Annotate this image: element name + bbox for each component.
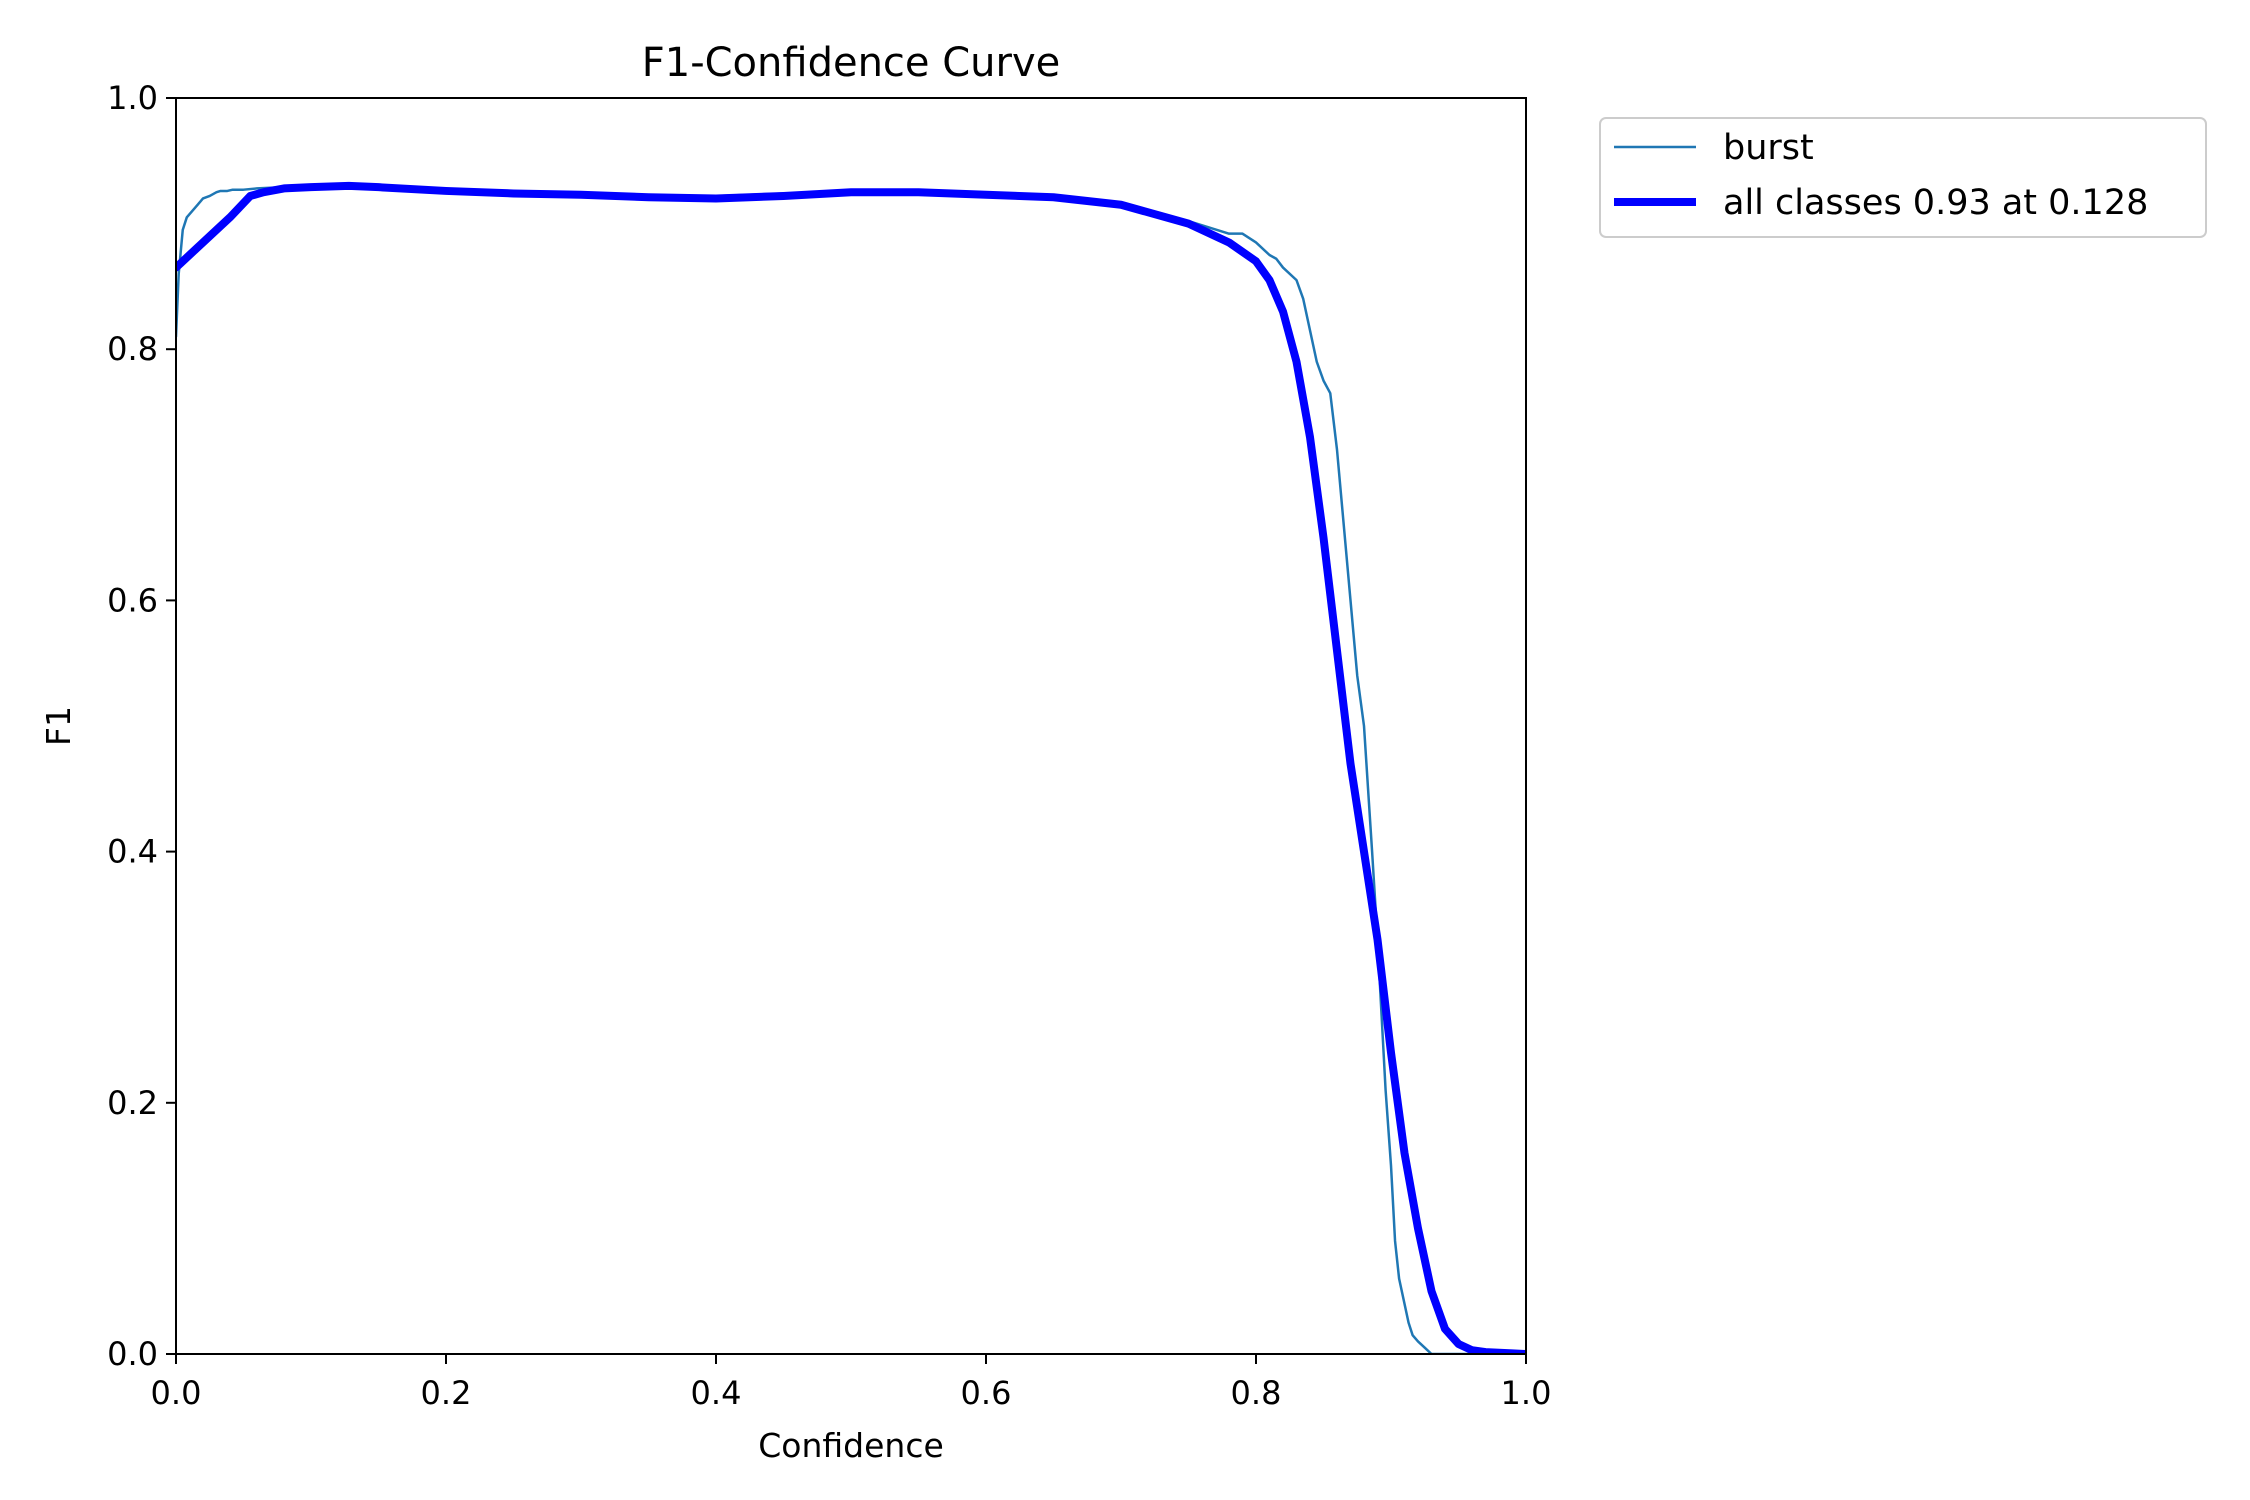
chart-title: F1-Confidence Curve	[642, 40, 1061, 86]
x-tick-label: 1.0	[1501, 1374, 1552, 1412]
y-tick-label: 0.8	[107, 330, 158, 368]
y-tick-label: 1.0	[107, 79, 158, 117]
x-axis-ticks: 0.0 0.2 0.4 0.6 0.8 1.0	[151, 1354, 1552, 1412]
x-tick-label: 0.2	[421, 1374, 472, 1412]
y-tick-label: 0.0	[107, 1335, 158, 1373]
x-tick-label: 0.4	[691, 1374, 742, 1412]
y-tick-label: 0.2	[107, 1084, 158, 1122]
x-tick-label: 0.8	[1231, 1374, 1282, 1412]
legend-label-burst: burst	[1723, 128, 1814, 168]
x-axis-label: Confidence	[758, 1426, 944, 1465]
plot-frame	[175, 97, 1527, 1355]
legend: burst all classes 0.93 at 0.128	[1599, 117, 2207, 238]
y-tick-label: 0.4	[107, 833, 158, 871]
series-line-all-classes	[176, 181, 1526, 1354]
x-tick-label: 0.6	[961, 1374, 1012, 1412]
legend-box	[1599, 117, 2207, 238]
x-tick-label: 0.0	[151, 1374, 202, 1412]
y-axis-ticks: 0.0 0.2 0.4 0.6 0.8 1.0	[107, 79, 176, 1373]
y-axis-label: F1	[39, 706, 78, 746]
y-tick-label: 0.6	[107, 581, 158, 619]
legend-label-all-classes: all classes 0.93 at 0.128	[1723, 183, 2148, 223]
series-line-burst	[176, 185, 1526, 1354]
